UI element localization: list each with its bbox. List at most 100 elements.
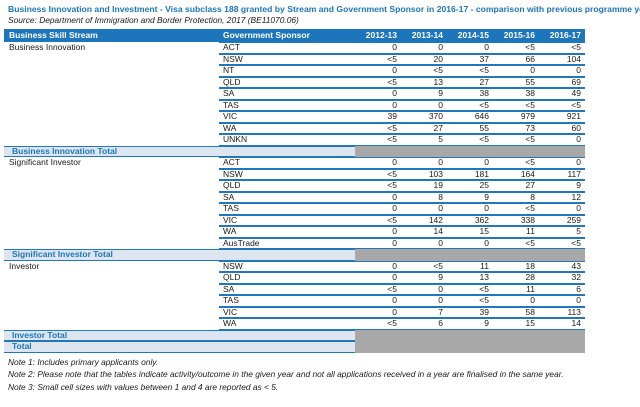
- value-cell: 0: [401, 283, 447, 295]
- table-row: NSW <5 20 37 66 104: [4, 53, 585, 66]
- value-cell: 15: [447, 226, 493, 238]
- value-cell: <5: [355, 180, 401, 192]
- column-header-2014-15: 2014-15: [447, 29, 493, 42]
- report-page: Business Innovation and Investment - Vis…: [4, 4, 640, 394]
- value-cell: 0: [401, 203, 447, 215]
- stream-label-cell: [4, 54, 219, 66]
- value-cell: 921: [539, 111, 585, 123]
- stream-label-cell: [4, 295, 219, 307]
- section-total-label: Significant Investor Total: [4, 249, 355, 261]
- section-total-label: Investor Total: [4, 329, 355, 341]
- value-cell: <5: [493, 203, 539, 215]
- sponsor-cell: SA: [219, 283, 355, 295]
- value-cell: 0: [401, 157, 447, 169]
- value-cell: 38: [493, 88, 539, 100]
- value-cell: 39: [447, 306, 493, 318]
- value-cell: <5: [539, 99, 585, 111]
- section-total-label: Business Innovation Total: [4, 145, 355, 157]
- value-cell: 0: [493, 295, 539, 307]
- stream-label-cell: [4, 169, 219, 181]
- stream-label-cell: [4, 307, 219, 319]
- stream-label-cell: [4, 318, 219, 330]
- column-header-sponsor: Government Sponsor: [219, 29, 355, 42]
- value-cell: <5: [447, 65, 493, 77]
- stream-label-cell: [4, 100, 219, 112]
- table-body: Business Innovation ACT 0 0 0 <5 <5 NSW <5 20 37 66…: [4, 42, 585, 353]
- value-cell: 14: [539, 318, 585, 330]
- sponsor-cell: WA: [219, 226, 355, 238]
- section-total-row: Investor Total: [4, 329, 585, 341]
- sponsor-cell: WA: [219, 318, 355, 330]
- table-row: TAS 0 0 <5 0 0: [4, 295, 585, 307]
- value-cell: 27: [401, 122, 447, 134]
- value-cell: 20: [401, 53, 447, 65]
- value-cell: 5: [539, 226, 585, 238]
- sponsor-cell: QLD: [219, 272, 355, 284]
- value-cell: 0: [493, 65, 539, 77]
- value-cell: <5: [493, 157, 539, 169]
- stream-label-cell: [4, 226, 219, 238]
- source-line: Source: Department of Immigration and Bo…: [8, 15, 299, 25]
- stream-label-cell: [4, 111, 219, 123]
- value-cell: 362: [447, 214, 493, 226]
- value-cell: 0: [447, 42, 493, 54]
- value-cell: 9: [401, 272, 447, 284]
- value-cell: 11: [493, 283, 539, 295]
- stream-label-cell: [4, 215, 219, 227]
- value-cell: 0: [355, 295, 401, 307]
- sponsor-cell: TAS: [219, 203, 355, 215]
- table-row: QLD <5 13 27 55 69: [4, 76, 585, 88]
- value-cell: 13: [401, 76, 447, 88]
- table-row: SA <5 0 <5 11 6: [4, 283, 585, 296]
- value-cell: 38: [447, 88, 493, 100]
- stream-label-cell: [4, 192, 219, 204]
- value-cell: 0: [355, 237, 401, 249]
- value-cell: 0: [355, 191, 401, 203]
- sponsor-cell: TAS: [219, 295, 355, 307]
- value-cell: <5: [355, 134, 401, 146]
- sponsor-cell: VIC: [219, 306, 355, 318]
- suppressed-values-cell: [355, 145, 585, 157]
- value-cell: 9: [447, 191, 493, 203]
- stream-label-cell: [4, 238, 219, 250]
- table-row: NSW <5 103 181 164 117: [4, 168, 585, 181]
- sponsor-cell: NSW: [219, 260, 355, 272]
- value-cell: 19: [401, 180, 447, 192]
- page-title: Business Innovation and Investment - Vis…: [8, 4, 640, 14]
- column-header-2016-17: 2016-17: [539, 29, 585, 42]
- value-cell: <5: [401, 260, 447, 272]
- value-cell: 0: [539, 295, 585, 307]
- value-cell: 58: [493, 306, 539, 318]
- value-cell: <5: [401, 65, 447, 77]
- stream-label-cell: Business Innovation: [9, 42, 86, 52]
- value-cell: 0: [355, 226, 401, 238]
- value-cell: 0: [539, 203, 585, 215]
- column-header-2012-13: 2012-13: [355, 29, 401, 42]
- grand-total-label: Total: [4, 341, 355, 353]
- sponsor-cell: VIC: [219, 111, 355, 123]
- value-cell: 43: [539, 260, 585, 272]
- value-cell: 11: [493, 226, 539, 238]
- value-cell: 181: [447, 168, 493, 180]
- table-row: UNKN <5 5 <5 <5 0: [4, 134, 585, 146]
- value-cell: 49: [539, 88, 585, 100]
- value-cell: 9: [447, 318, 493, 330]
- value-cell: 27: [447, 76, 493, 88]
- value-cell: 259: [539, 214, 585, 226]
- column-header-2015-16: 2015-16: [493, 29, 539, 42]
- stream-label-cell: [4, 284, 219, 296]
- table-row: AusTrade 0 0 0 <5 <5: [4, 237, 585, 250]
- value-cell: <5: [447, 134, 493, 146]
- value-cell: 0: [355, 65, 401, 77]
- stream-label-cell: Investor: [9, 260, 40, 271]
- value-cell: 37: [447, 53, 493, 65]
- value-cell: 6: [539, 283, 585, 295]
- table-row: NT 0 <5 <5 0 0: [4, 65, 585, 77]
- value-cell: 0: [401, 237, 447, 249]
- value-cell: 0: [355, 272, 401, 284]
- value-cell: <5: [355, 283, 401, 295]
- value-cell: 117: [539, 168, 585, 180]
- value-cell: 15: [493, 318, 539, 330]
- table-row: SA 0 8 9 8 12: [4, 191, 585, 204]
- notes-block: Note 1: Includes primary applicants only…: [4, 356, 636, 394]
